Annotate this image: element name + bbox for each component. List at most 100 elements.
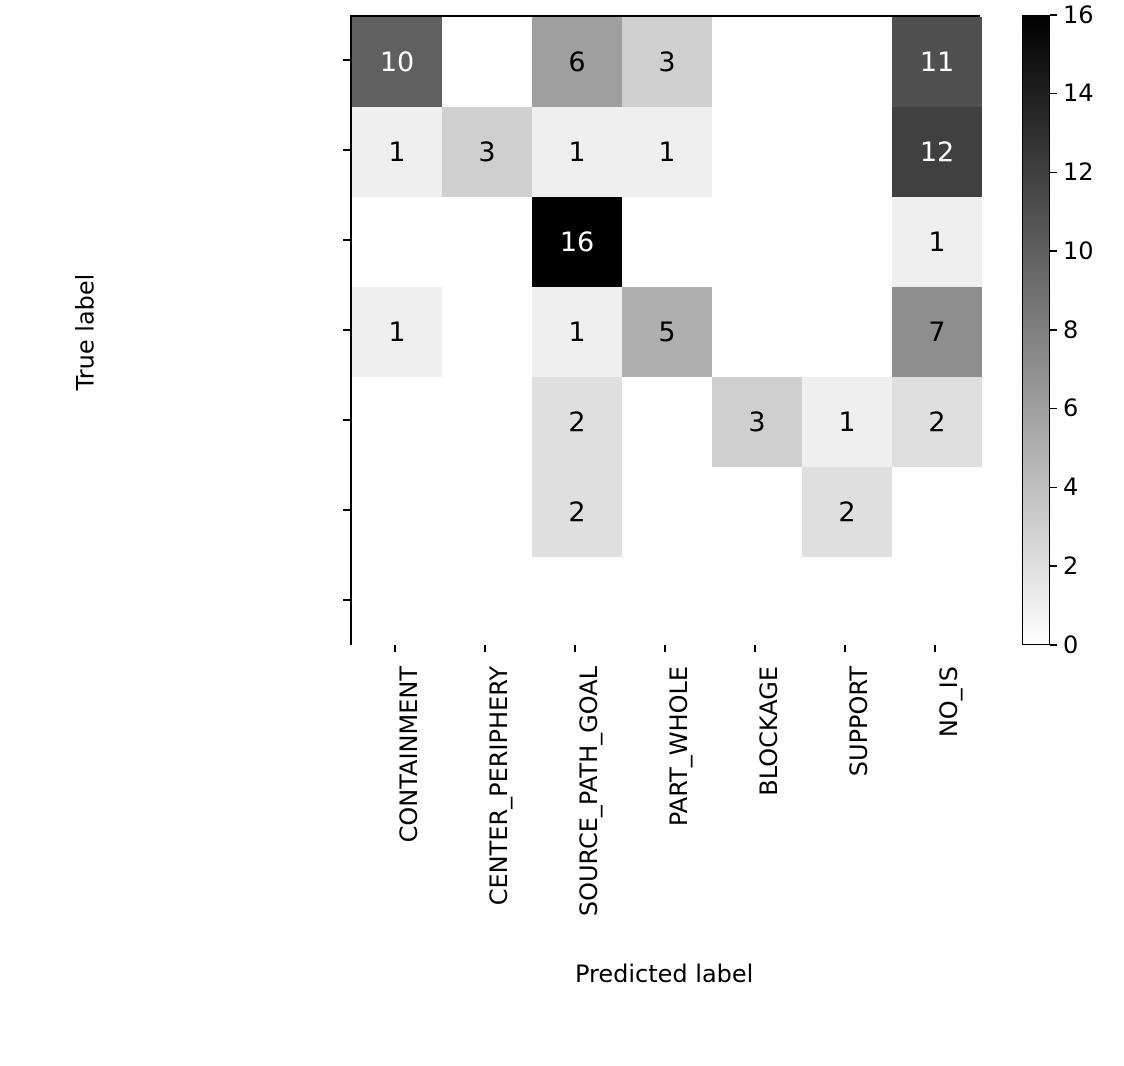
- heatmap-cell: [352, 557, 442, 647]
- heatmap-cell: [442, 377, 532, 467]
- colorbar-tick-label: 6: [1063, 394, 1078, 422]
- heatmap-cell: 2: [532, 377, 622, 467]
- colorbar-tick-label: 12: [1063, 158, 1094, 186]
- heatmap-cell: 1: [352, 107, 442, 197]
- x-tick-mark: [574, 645, 576, 652]
- x-tick-mark: [754, 645, 756, 652]
- cell-value: 7: [928, 317, 945, 348]
- colorbar: [1022, 15, 1050, 645]
- heatmap-cell: [442, 557, 532, 647]
- heatmap-cell: [892, 557, 982, 647]
- x-tick-mark: [394, 645, 396, 652]
- cell-value: 3: [658, 47, 675, 78]
- heatmap-cell: 10: [352, 17, 442, 107]
- heatmap-cell: [352, 197, 442, 287]
- heatmap-cell: 1: [892, 197, 982, 287]
- heatmap-cell: [802, 197, 892, 287]
- x-tick-label: SUPPORT: [845, 666, 873, 1066]
- heatmap-cell: [712, 557, 802, 647]
- cell-value: 1: [928, 227, 945, 258]
- heatmap-cell: [712, 467, 802, 557]
- heatmap-cell: [442, 17, 532, 107]
- x-tick-label: BLOCKAGE: [755, 666, 783, 1066]
- heatmap-cell: [442, 197, 532, 287]
- heatmap-cell: [622, 377, 712, 467]
- heatmap-cell: [802, 287, 892, 377]
- y-tick-mark: [343, 419, 350, 421]
- heatmap-cell: [802, 557, 892, 647]
- x-tick-label: CENTER_PERIPHERY: [485, 666, 513, 1066]
- heatmap-cell: [712, 107, 802, 197]
- heatmap-cell: 5: [622, 287, 712, 377]
- colorbar-tick-label: 2: [1063, 552, 1078, 580]
- heatmap-cell: [712, 17, 802, 107]
- x-tick-mark: [664, 645, 666, 652]
- colorbar-tick-mark: [1050, 408, 1057, 410]
- y-tick-mark: [343, 149, 350, 151]
- colorbar-tick-label: 8: [1063, 316, 1078, 344]
- colorbar-tick-label: 14: [1063, 79, 1094, 107]
- heatmap-cell: 2: [532, 467, 622, 557]
- cell-value: 1: [388, 317, 405, 348]
- cell-value: 2: [838, 497, 855, 528]
- cell-value: 2: [568, 497, 585, 528]
- heatmap-cell: [352, 467, 442, 557]
- heatmap-cell: [622, 467, 712, 557]
- colorbar-tick-mark: [1050, 14, 1057, 16]
- heatmap-cell: 7: [892, 287, 982, 377]
- x-tick-label: SOURCE_PATH_GOAL: [575, 666, 603, 1066]
- x-tick-mark: [844, 645, 846, 652]
- heatmap-grid: 1063111311121611157231222: [350, 15, 980, 645]
- heatmap-cell: [442, 287, 532, 377]
- colorbar-tick-label: 4: [1063, 473, 1078, 501]
- heatmap-cell: 1: [352, 287, 442, 377]
- heatmap-cell: [352, 377, 442, 467]
- cell-value: 5: [658, 317, 675, 348]
- x-axis-label: Predicted label: [575, 960, 753, 988]
- cell-value: 1: [658, 137, 675, 168]
- heatmap-cell: [712, 197, 802, 287]
- cell-value: 16: [560, 227, 594, 258]
- heatmap-cell: 1: [622, 107, 712, 197]
- x-tick-label: NO_IS: [935, 666, 963, 1066]
- y-tick-mark: [343, 239, 350, 241]
- cell-value: 3: [478, 137, 495, 168]
- colorbar-tick-mark: [1050, 250, 1057, 252]
- heatmap-cell: [622, 557, 712, 647]
- y-tick-mark: [343, 599, 350, 601]
- heatmap-cell: [712, 287, 802, 377]
- heatmap-cell: 2: [802, 467, 892, 557]
- heatmap-cell: [532, 557, 622, 647]
- x-tick-mark: [934, 645, 936, 652]
- cell-value: 2: [568, 407, 585, 438]
- heatmap-cell: 16: [532, 197, 622, 287]
- colorbar-tick-mark: [1050, 172, 1057, 174]
- colorbar-tick-label: 16: [1063, 1, 1094, 29]
- heatmap-cell: [442, 467, 532, 557]
- heatmap-cell: [892, 467, 982, 557]
- x-tick-mark: [484, 645, 486, 652]
- y-tick-mark: [343, 59, 350, 61]
- colorbar-tick-mark: [1050, 329, 1057, 331]
- heatmap-cell: 11: [892, 17, 982, 107]
- heatmap-cell: [802, 107, 892, 197]
- x-tick-label: PART_WHOLE: [665, 666, 693, 1066]
- colorbar-tick-mark: [1050, 644, 1057, 646]
- cell-value: 10: [380, 47, 414, 78]
- heatmap-cell: 3: [442, 107, 532, 197]
- cell-value: 1: [568, 317, 585, 348]
- heatmap-cell: 12: [892, 107, 982, 197]
- colorbar-tick-label: 0: [1063, 631, 1078, 659]
- colorbar-tick-label: 10: [1063, 237, 1094, 265]
- cell-value: 11: [920, 47, 954, 78]
- y-tick-mark: [343, 329, 350, 331]
- heatmap-cell: 1: [532, 107, 622, 197]
- y-axis-label: True label: [71, 274, 99, 391]
- heatmap-cell: 2: [892, 377, 982, 467]
- x-tick-label: CONTAINMENT: [395, 666, 423, 1066]
- cell-value: 3: [748, 407, 765, 438]
- cell-value: 12: [920, 137, 954, 168]
- y-tick-mark: [343, 509, 350, 511]
- heatmap-cell: 1: [802, 377, 892, 467]
- cell-value: 2: [928, 407, 945, 438]
